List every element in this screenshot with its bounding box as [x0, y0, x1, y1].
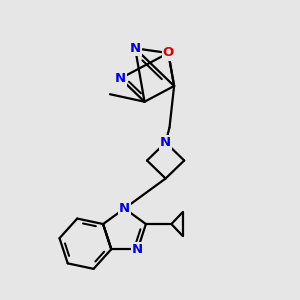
Text: N: N — [119, 202, 130, 215]
Text: O: O — [163, 46, 174, 59]
Text: N: N — [130, 42, 141, 55]
Text: N: N — [160, 136, 171, 149]
Text: N: N — [115, 72, 126, 85]
Text: N: N — [132, 243, 143, 256]
